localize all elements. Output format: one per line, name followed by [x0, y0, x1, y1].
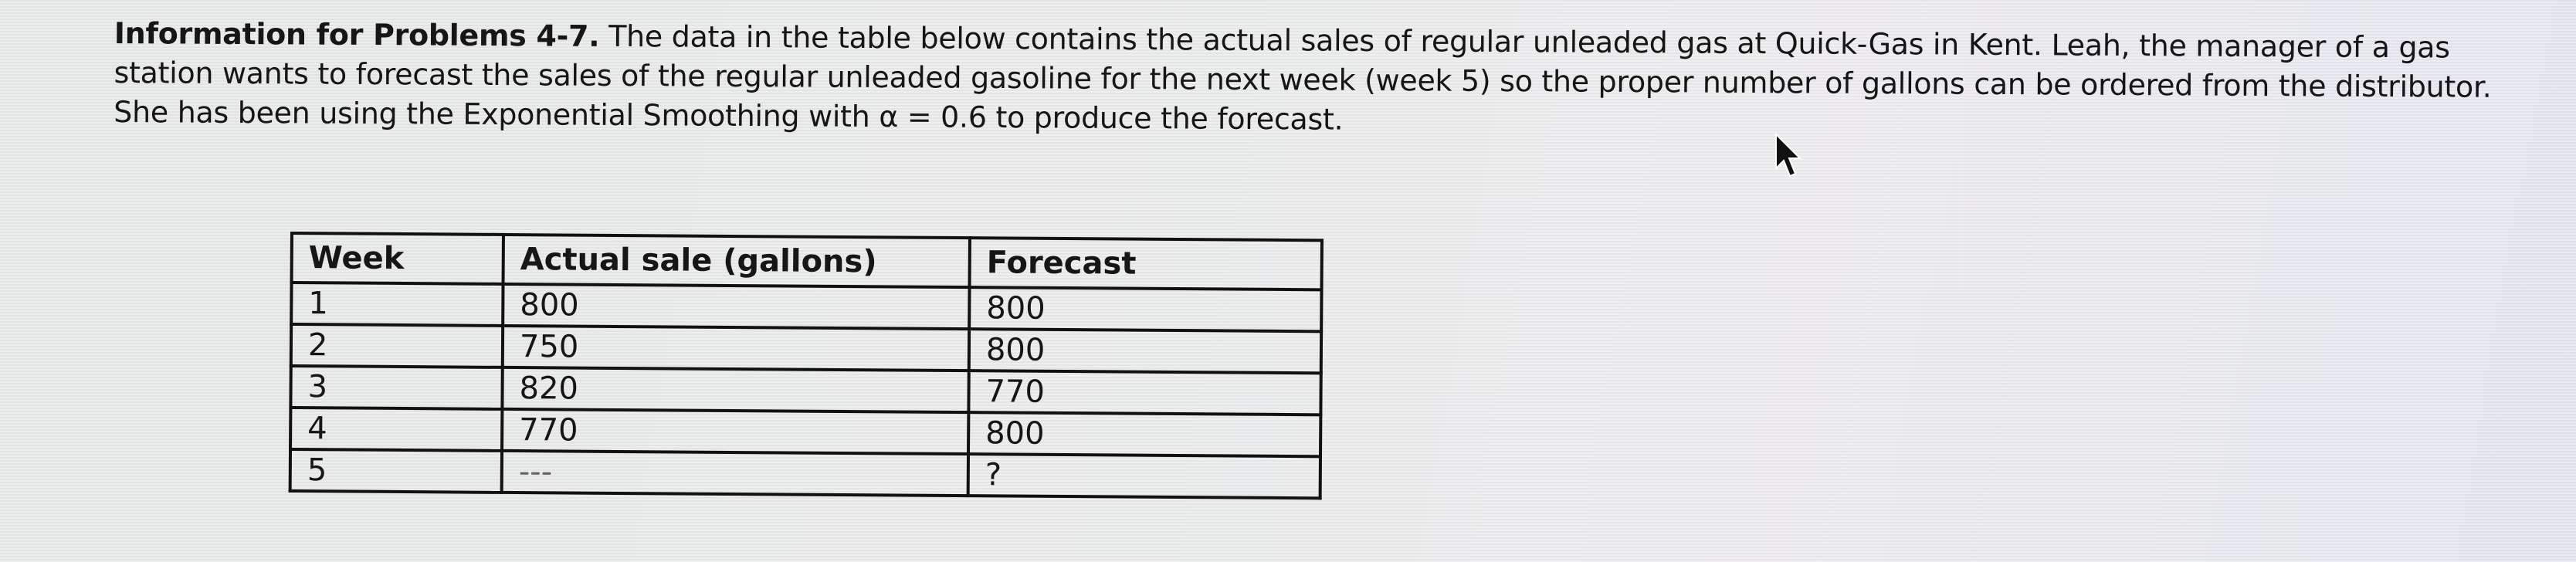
actual-cell: 800 [503, 283, 970, 330]
forecast-cell: 800 [969, 287, 1322, 332]
table-row: 1 800 800 [291, 283, 1322, 332]
header-week: Week [291, 233, 503, 284]
table-header-row: Week Actual sale (gallons) Forecast [291, 233, 1322, 290]
actual-cell: --- [501, 450, 969, 496]
actual-cell: 750 [502, 325, 970, 371]
actual-cell: 770 [502, 408, 969, 455]
actual-cell: 820 [502, 367, 969, 413]
forecast-cell: 800 [968, 329, 1322, 374]
table-row: 3 820 770 [290, 366, 1321, 415]
header-forecast: Forecast [969, 238, 1322, 290]
week-cell: 3 [290, 366, 503, 409]
table-row: 4 770 800 [290, 408, 1321, 457]
mouse-pointer-icon [1775, 133, 1802, 178]
header-actual-sale: Actual sale (gallons) [503, 234, 970, 288]
week-cell: 2 [290, 324, 503, 367]
table-row: 2 750 800 [290, 324, 1322, 374]
forecast-cell: ? [968, 454, 1320, 499]
table-row: 5 ---? [290, 449, 1320, 499]
week-cell: 1 [291, 283, 503, 326]
week-cell: 5 [290, 449, 503, 493]
sales-table: Week Actual sale (gallons) Forecast 1 800… [289, 232, 1324, 499]
week-cell: 4 [290, 408, 503, 451]
problem-intro: Information for Problems 4-7. The data i… [114, 14, 2493, 147]
forecast-cell: 770 [968, 371, 1321, 415]
intro-heading: Information for Problems 4-7. [114, 15, 600, 53]
forecast-cell: 800 [968, 412, 1321, 457]
